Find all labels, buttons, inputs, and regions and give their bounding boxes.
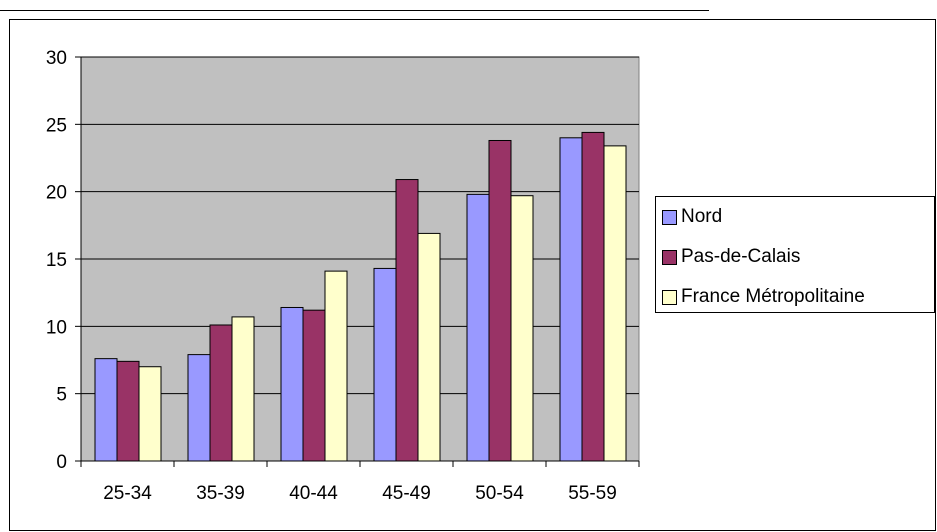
bar-france-m-tropolitaine-50-54 <box>510 195 534 462</box>
y-tick-label: 15 <box>46 250 67 271</box>
legend-swatch-pas-de-calais <box>662 249 677 265</box>
y-tick-label: 10 <box>46 317 67 338</box>
bar-nord-25-34 <box>94 358 118 462</box>
top-rule <box>0 10 709 11</box>
y-tick-label: 0 <box>56 452 67 473</box>
y-tick-label: 20 <box>46 183 67 204</box>
x-tick-label: 40-44 <box>289 483 338 504</box>
y-tick-label: 25 <box>46 115 67 136</box>
bar-france-m-tropolitaine-45-49 <box>417 232 441 462</box>
y-tick-label: 30 <box>46 48 67 69</box>
bar-nord-40-44 <box>280 306 304 462</box>
legend-swatch-france-metropolitaine <box>662 289 677 305</box>
bar-nord-45-49 <box>373 267 397 462</box>
bar-nord-55-59 <box>559 137 583 462</box>
bar-france-m-tropolitaine-40-44 <box>324 270 348 462</box>
x-tick-label: 35-39 <box>196 483 245 504</box>
legend-item-nord: Nord <box>662 206 722 228</box>
legend-item-france-metropolitaine: France Métropolitaine <box>662 286 865 308</box>
bar-pas-de-calais-35-39 <box>209 324 233 462</box>
bar-pas-de-calais-55-59 <box>581 131 605 462</box>
bar-pas-de-calais-25-34 <box>116 360 140 462</box>
bar-pas-de-calais-50-54 <box>488 139 512 462</box>
legend-item-pas-de-calais: Pas-de-Calais <box>662 246 800 268</box>
legend: Nord Pas-de-Calais France Métropolitaine <box>655 196 935 313</box>
x-tick-label: 25-34 <box>103 483 152 504</box>
bar-france-m-tropolitaine-35-39 <box>231 316 255 462</box>
bar-france-m-tropolitaine-55-59 <box>603 145 627 462</box>
legend-label-pas-de-calais: Pas-de-Calais <box>681 246 801 267</box>
bar-nord-35-39 <box>187 354 211 462</box>
bar-nord-50-54 <box>466 193 490 462</box>
x-tick-label: 45-49 <box>382 483 431 504</box>
bar-pas-de-calais-40-44 <box>302 309 326 462</box>
legend-label-france-metropolitaine: France Métropolitaine <box>681 286 865 307</box>
bar-france-m-tropolitaine-25-34 <box>138 366 162 462</box>
x-tick-label: 55-59 <box>568 483 617 504</box>
y-tick-label: 5 <box>56 385 67 406</box>
legend-label-nord: Nord <box>681 206 723 227</box>
x-tick-label: 50-54 <box>475 483 524 504</box>
bar-pas-de-calais-45-49 <box>395 179 419 462</box>
legend-swatch-nord <box>662 209 677 225</box>
